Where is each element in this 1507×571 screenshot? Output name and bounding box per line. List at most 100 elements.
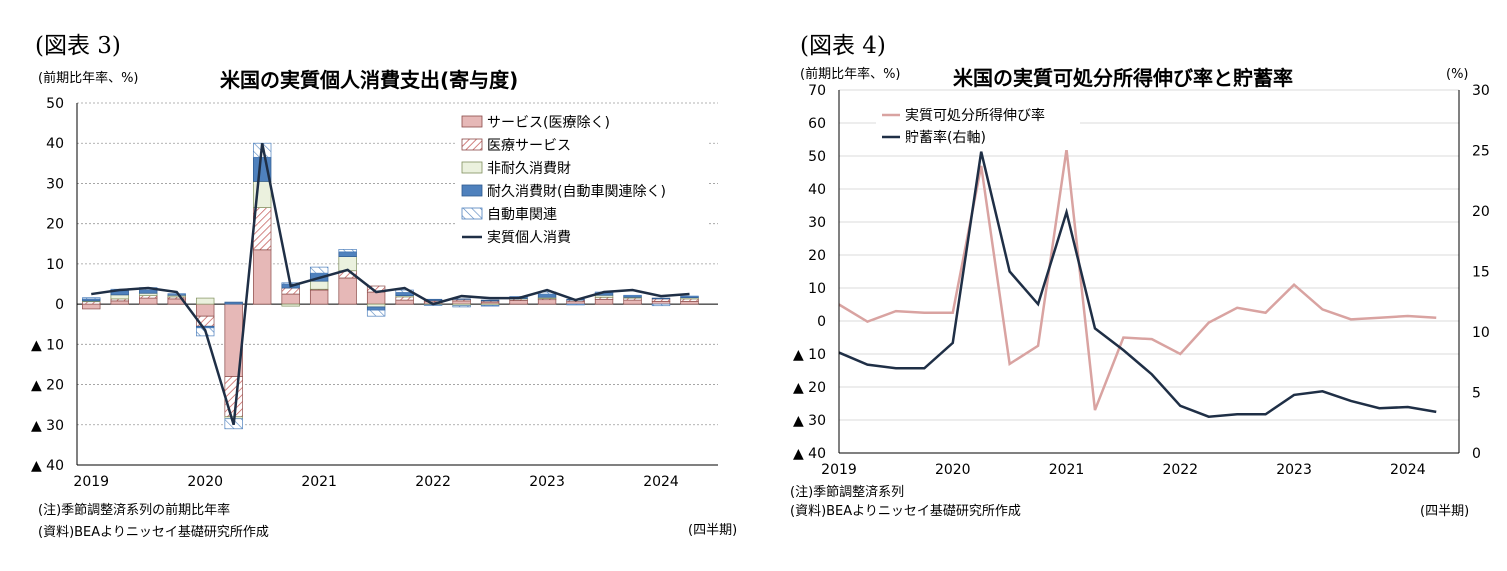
chart1-bar-segment [594,298,614,305]
chart2-y-right-tick-label: 0 [1472,446,1481,462]
chart1-bar-segment [82,303,101,310]
chart1-bar-segment [509,300,528,305]
chart1-legend-label: 自動車関連 [487,206,557,223]
chart1-bar-segment [537,299,557,305]
chart2-y-right-tick-label: 15 [1472,265,1490,281]
chart1-bar-segment [338,256,357,272]
chart1-y-tick-label: 40 [46,136,64,152]
chart1-bar-segment [309,266,329,274]
chart1-bar-segment [480,304,500,307]
chart1-bar-segment [281,293,300,305]
chart2-y-right-tick-label: 30 [1472,83,1490,99]
chart1-y-tick-label: 30 [46,176,64,192]
chart2-y-tick-label: ▲ 30 [793,413,826,429]
chart1-legend-swatch [461,207,483,220]
chart1-bar-segment [224,376,243,418]
chart2-saving-line [838,151,1437,418]
chart1-y-tick-label: 0 [55,297,64,313]
chart2-y-tick-label: 10 [808,281,826,297]
chart1-bar-segment [452,300,471,305]
chart1-x-tick-label: 2019 [73,474,109,490]
chart1-note: (注)季節調整済系列の前期比年率 [38,503,231,518]
chart1-bar-segment [366,291,386,305]
chart2-y-right-tick-label: 20 [1472,204,1490,220]
chart1-bar-segment [680,300,699,305]
chart1-bar-segment [309,280,329,290]
chart2-figure-label: (図表 4) [800,33,886,59]
chart1-bar-segment [623,294,642,297]
chart2-y-right-tick-label: 10 [1472,325,1490,341]
chart2-y-tick-label: ▲ 40 [793,446,826,462]
chart1-bar-segment [338,249,357,253]
chart2-note: (注)季節調整済系列 [790,485,905,500]
chart1-legend-label: 非耐久消費財 [487,161,571,177]
chart1-bar-segment [309,289,329,305]
chart1-bar-segment [651,303,671,307]
chart1-legend-swatch [461,161,483,174]
chart1-legend-label: サービス(医療除く) [487,114,610,131]
chart2-legend-box [876,104,1080,150]
chart1-y-tick-label: ▲ 20 [31,378,64,394]
chart1-legend-swatch [461,184,483,197]
chart1-legend-label: 耐久消費財(自動車関連除く) [487,183,666,200]
chart1-x-tick-label: 2024 [643,474,679,490]
chart1-legend-label: 医療サービス [487,137,571,154]
chart2-ylabel: (前期比年率、%) [800,67,901,82]
chart2-source: (資料)BEAよりニッセイ基礎研究所作成 [790,504,1021,519]
chart2-y-tick-label: 60 [808,116,826,132]
chart1-bar-segment [651,298,671,302]
chart2-x-tick-label: 2019 [821,462,857,478]
chart1-bar-segment [395,296,414,301]
chart2-xlabel: (四半期) [1420,504,1470,519]
chart2-legend-label: 実質可処分所得伸び率 [905,107,1045,124]
chart2-x-tick-label: 2021 [1049,462,1085,478]
chart2-x-tick-label: 2023 [1276,462,1312,478]
chart1-x-tick-label: 2021 [301,474,337,490]
chart2-ylabel-right: (%) [1446,67,1469,82]
chart1-bar-segment [82,301,101,305]
chart1-x-tick-label: 2023 [529,474,565,490]
chart2-y-tick-label: 40 [808,182,826,198]
chart1-bar-segment [281,287,300,295]
chart1-y-tick-label: ▲ 10 [31,337,64,353]
chart1-x-tick-label: 2020 [187,474,223,490]
chart1-legend-swatch [461,138,483,151]
chart1-bar-segment [281,303,300,307]
chart1-bar-segment [110,294,129,300]
chart2-y-right-tick-label: 5 [1472,386,1481,402]
chart2-y-tick-label: 30 [808,215,826,231]
chart1-bar-segment [366,303,386,308]
chart1-legend-swatch [461,115,483,128]
chart1-y-tick-label: ▲ 40 [31,458,64,474]
chart2-y-right-tick-label: 25 [1472,144,1490,160]
chart1-bar-segment [680,298,699,302]
chart2-y-tick-label: 20 [808,248,826,264]
chart2-title: 米国の実質可処分所得伸び率と貯蓄率 [953,66,1293,90]
chart1-ylabel: (前期比年率、%) [38,71,139,86]
chart1-bar-segment [566,301,585,305]
chart1-legend-box [455,111,707,252]
chart1-x-tick-label: 2022 [415,474,451,490]
chart1-bar-segment [252,249,272,305]
chart1-figure-label: (図表 3) [35,33,121,59]
chart1-bar-segment [139,295,158,299]
chart1-y-tick-label: 10 [46,257,64,273]
chart1-bar-segment [537,293,557,298]
chart2-y-tick-label: 50 [808,149,826,165]
chart1-bar-segment [623,299,642,305]
chart2-y-tick-label: ▲ 20 [793,380,826,396]
chart1-bar-segment [110,300,129,305]
chart1-bar-segment [366,306,386,311]
chart1-bar-segment [366,309,386,317]
chart2-x-tick-label: 2024 [1390,462,1426,478]
chart1-bar-segment [82,297,101,300]
chart1-legend-label: 実質個人消費 [487,230,571,246]
chart1-source: (資料)BEAよりニッセイ基礎研究所作成 [38,525,269,540]
chart1-bar-segment [338,251,357,257]
chart1-bar-segment [139,297,158,305]
chart1-bar-segment [651,297,671,300]
chart1-bar-segment [651,300,671,305]
chart1-bar-segment [480,299,500,302]
chart2-x-tick-label: 2020 [935,462,971,478]
